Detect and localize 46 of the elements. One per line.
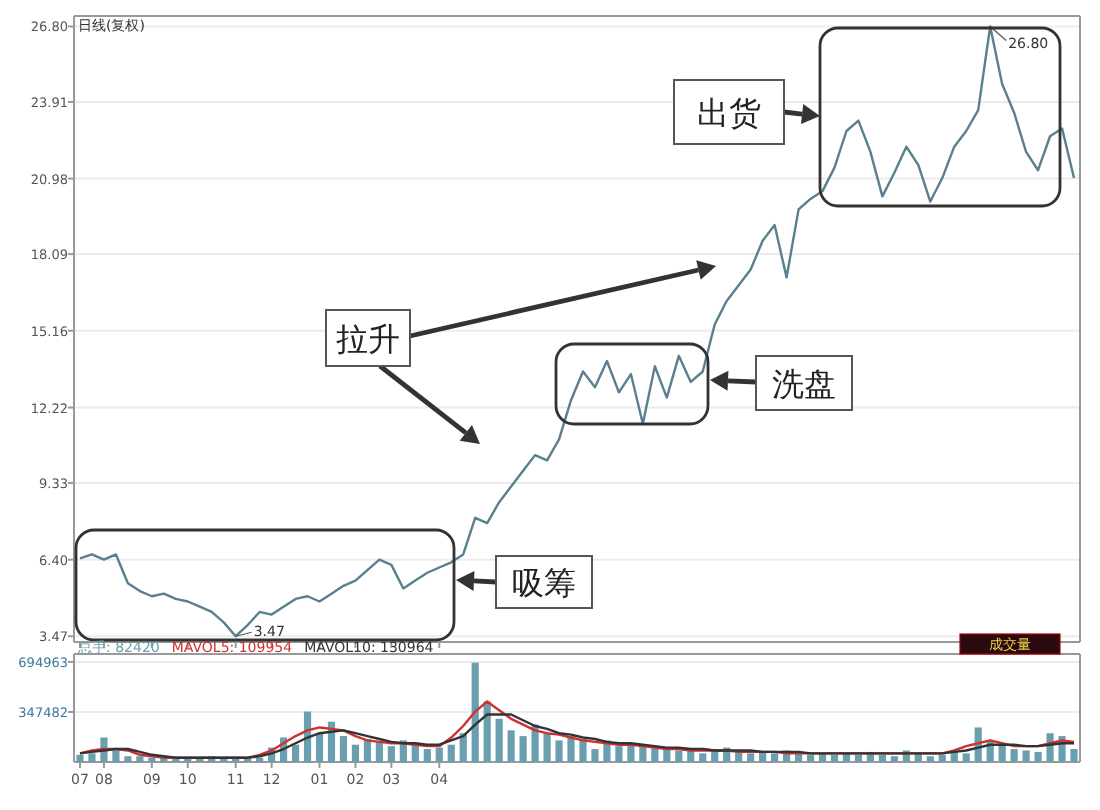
bar (747, 753, 755, 762)
annotation: 出货 (697, 96, 761, 132)
bar (878, 754, 886, 762)
bar (339, 736, 348, 762)
bar (675, 750, 683, 762)
bar (112, 750, 120, 762)
bar (663, 749, 671, 762)
bar (471, 662, 479, 762)
annotation: 拉升 (336, 322, 400, 358)
bar (507, 730, 515, 762)
bar (1034, 751, 1042, 762)
annotation: 洗盘 (772, 367, 836, 403)
bar (543, 733, 551, 762)
bar (699, 753, 707, 762)
bar (830, 754, 839, 762)
annotation: 吸筹 (512, 566, 576, 602)
bar (938, 754, 946, 762)
bar (435, 747, 443, 762)
bar (926, 756, 934, 762)
bar (291, 744, 300, 762)
bar (519, 736, 527, 762)
bar (351, 744, 360, 762)
bar (447, 744, 455, 762)
bar (806, 754, 815, 762)
bar (615, 746, 623, 762)
bar (124, 756, 132, 762)
bar (1070, 749, 1078, 762)
bar (423, 749, 431, 762)
bar (854, 754, 863, 762)
bar (591, 749, 599, 762)
bar (555, 740, 563, 762)
bar (495, 718, 503, 762)
bar (890, 756, 898, 762)
bar (998, 744, 1006, 762)
bar (375, 741, 383, 762)
bar (387, 746, 395, 762)
bar (136, 756, 144, 762)
bar (315, 733, 324, 762)
bar (771, 753, 779, 762)
bar (1022, 750, 1030, 762)
bar (1010, 749, 1018, 762)
bar (76, 754, 84, 762)
bar (88, 753, 96, 762)
bar (411, 744, 419, 762)
bar (962, 753, 970, 762)
bar (567, 736, 575, 762)
